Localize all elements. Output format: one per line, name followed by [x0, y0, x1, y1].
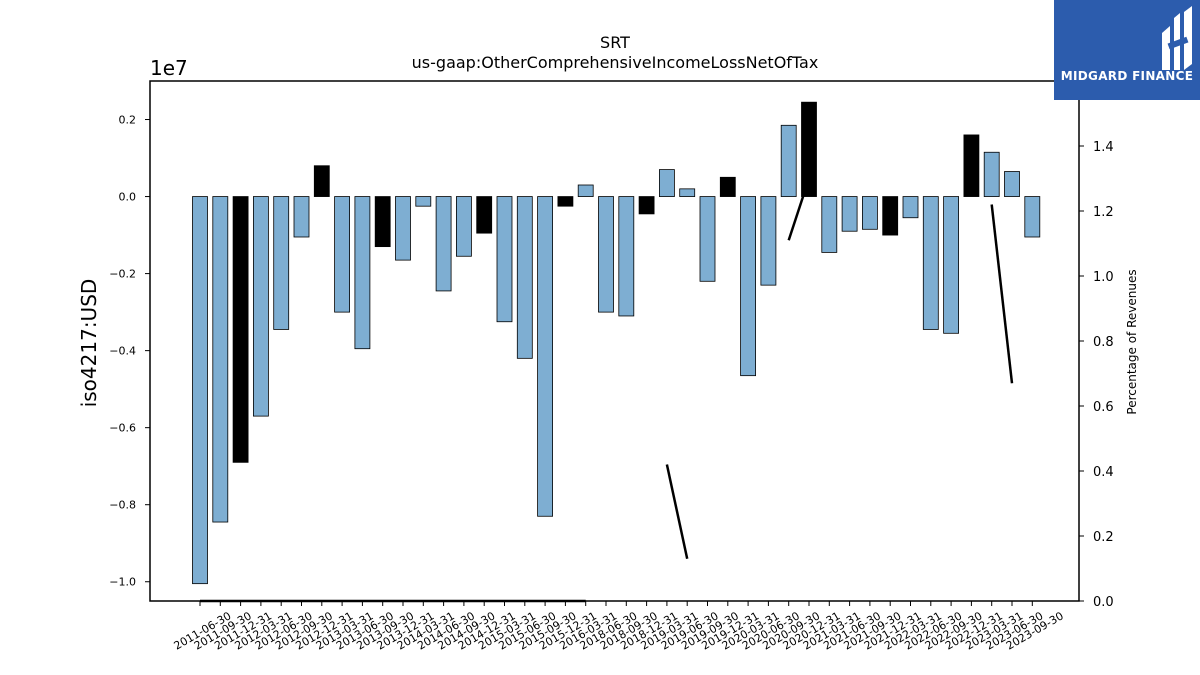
- y2-tick-label: 0.6: [1093, 400, 1114, 415]
- chart-title: SRT: [600, 33, 630, 52]
- bar: [943, 196, 959, 334]
- y-tick-label: −0.8: [109, 499, 136, 512]
- midgard-logo-icon: [1162, 6, 1192, 70]
- bar: [192, 196, 208, 585]
- y2-tick-label: 1.2: [1093, 205, 1114, 220]
- bar: [638, 196, 655, 215]
- bar: [760, 196, 777, 286]
- y2-axis-ticks: 0.0 0.2 0.4 0.6 0.8 1.0 1.2 1.4: [1079, 140, 1114, 610]
- midgard-finance-logo: MIDGARD FINANCE: [1054, 0, 1200, 100]
- bar: [395, 196, 411, 261]
- y-axis-ticks: 0.2 0.0 −0.2 −0.4 −0.6 −0.8 −1.0: [109, 114, 150, 589]
- bar: [719, 176, 736, 197]
- bar: [415, 196, 432, 207]
- bar: [252, 196, 269, 417]
- bar: [1004, 171, 1020, 197]
- bar: [862, 196, 878, 230]
- bar: [618, 196, 635, 317]
- bar: [516, 196, 533, 359]
- y-tick-label: −1.0: [109, 576, 136, 589]
- y-axis-label: iso4217:USD: [77, 279, 101, 408]
- bar: [293, 196, 310, 238]
- bar: [374, 196, 391, 248]
- bar: [780, 124, 797, 197]
- bar: [699, 196, 716, 282]
- bar: [963, 134, 980, 197]
- bar-series: [192, 101, 1041, 585]
- bar: [435, 196, 452, 292]
- bar: [354, 196, 371, 350]
- y2-tick-label: 0.4: [1093, 465, 1114, 480]
- line-segment: [990, 204, 1014, 384]
- logo-text: MIDGARD FINANCE: [1060, 69, 1194, 83]
- y2-tick-label: 1.4: [1093, 140, 1114, 155]
- y-tick-label: −0.2: [109, 268, 136, 281]
- bar: [821, 196, 838, 253]
- bar: [496, 196, 513, 323]
- y2-tick-label: 0.0: [1093, 595, 1114, 610]
- bar: [740, 196, 756, 377]
- bar: [212, 196, 229, 523]
- y2-tick-label: 1.0: [1093, 270, 1114, 285]
- bar: [232, 196, 249, 463]
- bar: [598, 196, 614, 313]
- x-axis-ticks: 2011-06-302011-09-302011-12-312012-03-31…: [172, 601, 1066, 653]
- y-offset-label: 1e7: [150, 56, 188, 80]
- bar: [334, 196, 351, 313]
- bar: [273, 196, 290, 330]
- bar: [902, 196, 919, 219]
- bar: [476, 196, 493, 234]
- y2-axis-label: Percentage of Revenues: [1125, 269, 1139, 414]
- y-tick-label: −0.6: [109, 422, 136, 435]
- bar: [1024, 196, 1041, 238]
- chart-subtitle: us-gaap:OtherComprehensiveIncomeLossNetO…: [412, 53, 819, 72]
- y-tick-label: 0.0: [119, 191, 137, 204]
- bar: [577, 184, 594, 197]
- line-segment: [665, 464, 689, 560]
- bar: [801, 101, 817, 197]
- bar: [659, 169, 675, 197]
- y-tick-label: −0.4: [109, 345, 136, 358]
- bar: [313, 165, 330, 197]
- bar: [537, 196, 553, 517]
- bar: [922, 196, 939, 330]
- bar: [455, 196, 472, 257]
- bar: [679, 188, 696, 197]
- bar: [882, 196, 899, 236]
- bar: [841, 196, 858, 232]
- y-tick-label: 0.2: [119, 114, 137, 127]
- y2-tick-label: 0.8: [1093, 335, 1114, 350]
- plot-frame: [149, 80, 1080, 602]
- y2-tick-label: 0.2: [1093, 530, 1114, 545]
- bar: [983, 151, 1000, 197]
- bar: [557, 196, 574, 207]
- line-segment: [787, 178, 811, 241]
